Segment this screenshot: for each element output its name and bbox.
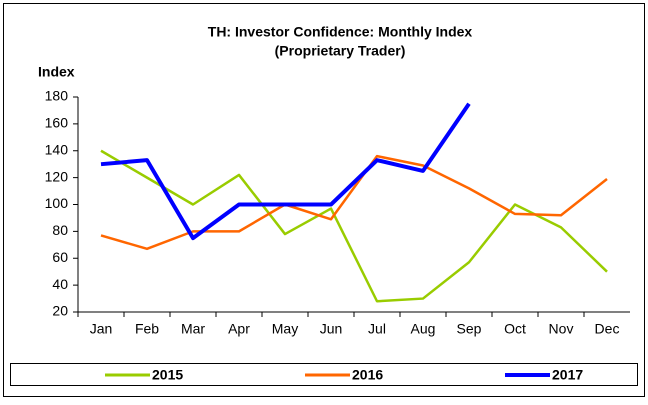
x-tick-label: Aug — [411, 321, 436, 337]
y-tick-label: 80 — [52, 222, 68, 238]
series-line — [100, 149, 608, 303]
chart-border — [3, 3, 645, 397]
series-line — [100, 102, 471, 241]
y-tick-label: 100 — [45, 195, 69, 211]
series-line — [100, 154, 608, 251]
y-tick-label: 120 — [45, 168, 69, 184]
x-tick-label: Nov — [549, 321, 574, 337]
y-tick-label: 140 — [45, 141, 69, 157]
x-tick-label: Jul — [368, 321, 386, 337]
x-tick-label: Feb — [135, 321, 159, 337]
y-axis-label: Index — [38, 64, 75, 80]
y-tick-label: 180 — [45, 88, 69, 104]
x-tick-label: Jan — [90, 321, 113, 337]
x-tick-label: Jun — [320, 321, 343, 337]
legend-label: 2015 — [152, 367, 183, 383]
y-tick-label: 20 — [52, 303, 68, 319]
y-tick-label: 40 — [52, 276, 68, 292]
x-tick-label: Dec — [595, 321, 620, 337]
chart-title: TH: Investor Confidence: Monthly Index — [208, 24, 473, 40]
x-tick-label: May — [272, 321, 298, 337]
x-tick-label: Apr — [228, 321, 250, 337]
x-tick-label: Mar — [181, 321, 205, 337]
legend-label: 2016 — [352, 367, 383, 383]
chart-subtitle: (Proprietary Trader) — [275, 43, 406, 59]
y-tick-label: 160 — [45, 115, 69, 131]
x-tick-label: Oct — [504, 321, 526, 337]
y-tick-label: 60 — [52, 249, 68, 265]
legend-label: 2017 — [552, 367, 583, 383]
x-tick-label: Sep — [457, 321, 482, 337]
